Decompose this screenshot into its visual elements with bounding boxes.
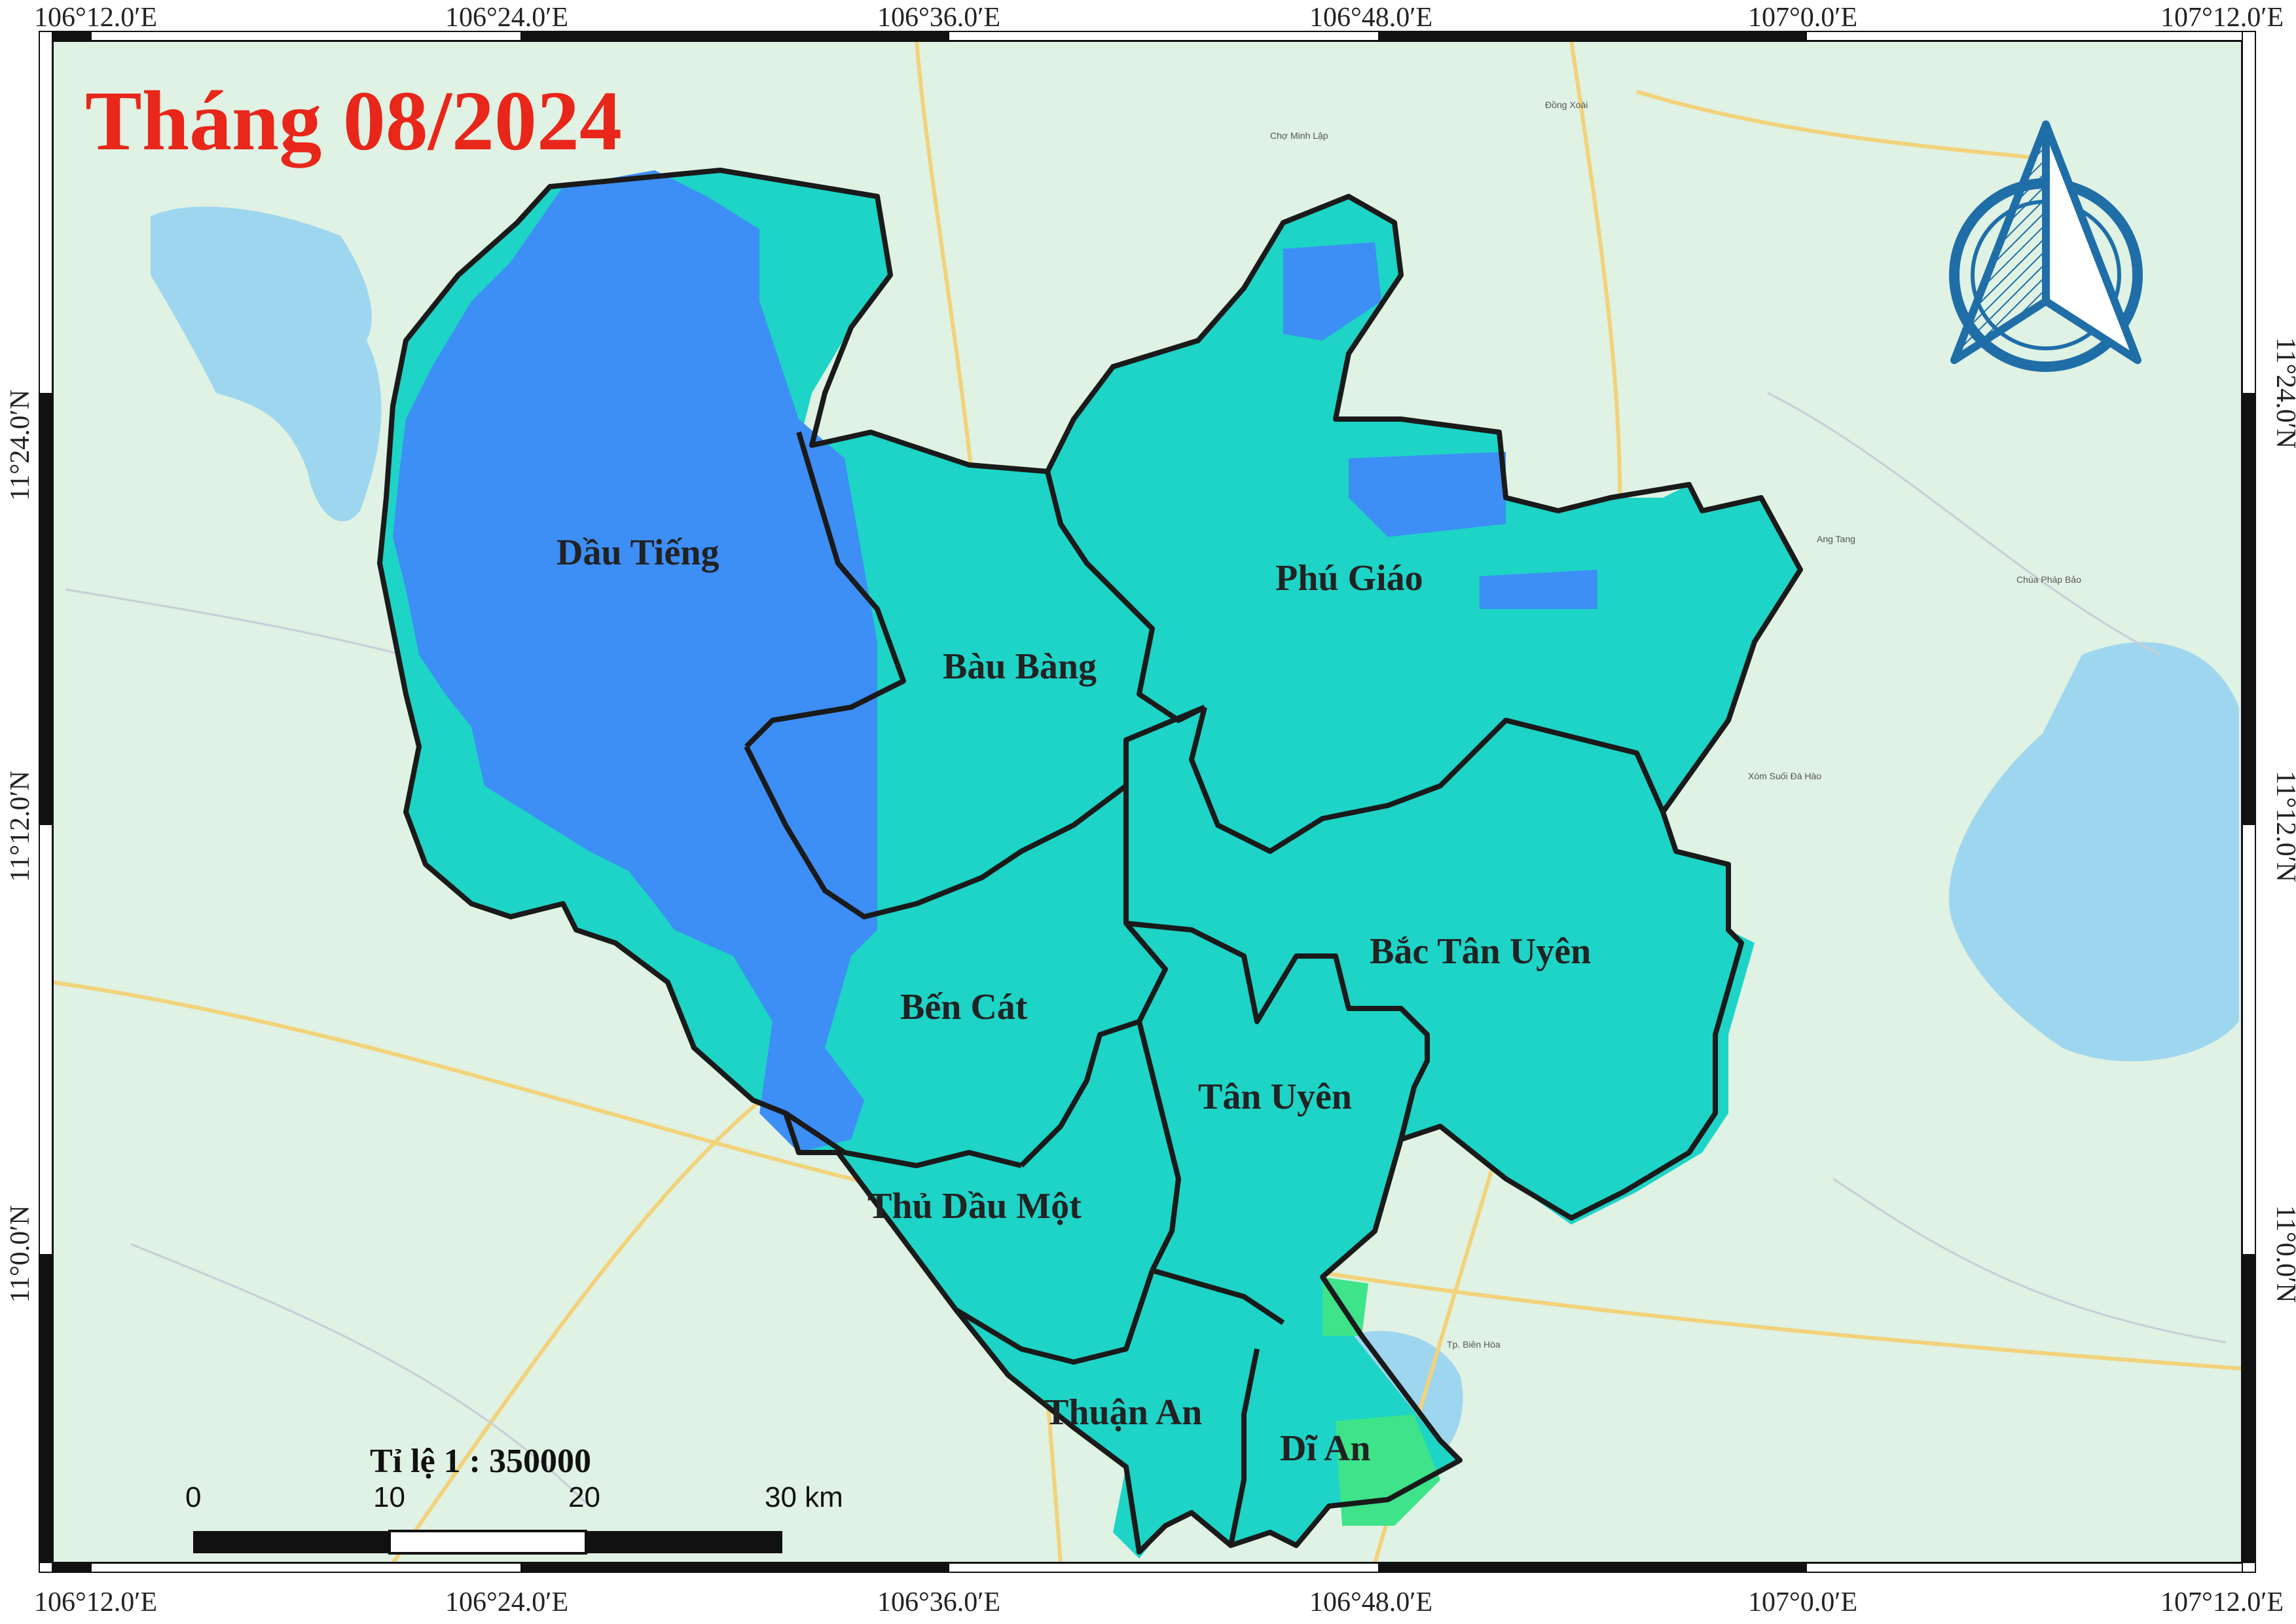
province-boundary — [377, 168, 1803, 1555]
scale-tick-label: 20 — [568, 1481, 600, 1513]
lon-label-top: 106°36.0′E — [877, 3, 1000, 33]
district-label-phu-giao: Phú Giáo — [1275, 558, 1423, 599]
scale-bar — [193, 1530, 782, 1555]
latitude-labels-right: 11°24.0′N 11°12.0′N 11°0.0′N — [2270, 337, 2296, 1303]
basemap-label-bien-hoa: Tp. Biên Hòa — [1447, 1339, 1501, 1350]
lon-label-top: 106°48.0′E — [1309, 3, 1432, 33]
basemap-labels: Đồng Xoài Tp. Biên Hòa Ang Tang Xóm Suối… — [1270, 100, 2081, 1350]
lon-label-top: 107°12.0′E — [2160, 3, 2284, 33]
basemap-label-chua-phap-bao: Chùa Pháp Bảo — [2016, 574, 2081, 585]
class-high-patch-east2 — [1480, 570, 1597, 609]
class-high-area — [393, 170, 877, 1153]
class-high-patch-east — [1349, 452, 1506, 537]
classification-layer — [380, 170, 1800, 1559]
lat-label-right: 11°12.0′N — [2270, 771, 2296, 882]
basemap-label-ang-tang: Ang Tang — [1817, 534, 1855, 544]
longitude-labels-bottom: 106°12.0′E 106°24.0′E 106°36.0′E 106°48.… — [34, 1587, 2284, 1617]
district-label-bac-tan-uyen: Bắc Tân Uyên — [1370, 931, 1591, 972]
class-low-area-2 — [1336, 1414, 1440, 1526]
basemap-label-xom-suoi: Xóm Suối Đá Hào — [1748, 771, 1821, 781]
district-label-dau-tieng: Dầu Tiếng — [556, 532, 719, 573]
lat-label-right: 11°24.0′N — [2270, 337, 2296, 449]
scale-tick-label: 30 km — [765, 1481, 843, 1513]
scale-ratio: Tỉ lệ 1 : 350000 — [370, 1443, 591, 1480]
lat-label-left: 11°24.0′N — [5, 390, 35, 501]
north-arrow-icon — [1949, 120, 2143, 372]
basemap-label-dong-xoai: Đồng Xoài — [1545, 100, 1588, 110]
lon-label-bottom: 106°12.0′E — [34, 1587, 157, 1617]
latitude-labels-left: 11°24.0′N 11°12.0′N 11°0.0′N — [5, 390, 35, 1303]
map-frame — [39, 31, 2256, 1573]
district-label-bau-bang: Bàu Bàng — [943, 646, 1097, 687]
longitude-labels-top: 106°12.0′E 106°24.0′E 106°36.0′E 106°48.… — [34, 3, 2284, 33]
district-label-di-an: Dĩ An — [1280, 1428, 1371, 1469]
district-label-thuan-an: Thuận An — [1044, 1392, 1202, 1433]
lat-label-right: 11°0.0′N — [2270, 1205, 2296, 1302]
lon-label-bottom: 106°36.0′E — [877, 1587, 1000, 1617]
scale-tick-label: 10 — [373, 1481, 405, 1513]
district-labels: Dầu Tiếng Bàu Bàng Phú Giáo Bắc Tân Uyên… — [556, 532, 1591, 1469]
district-label-tan-uyen: Tân Uyên — [1198, 1077, 1352, 1117]
class-high-patch-north — [1283, 242, 1381, 341]
lon-label-top: 106°24.0′E — [445, 3, 568, 33]
lon-label-bottom: 107°12.0′E — [2160, 1587, 2284, 1617]
map-title: Tháng 08/2024 — [85, 74, 622, 168]
lat-label-left: 11°0.0′N — [5, 1205, 35, 1302]
lon-label-top: 107°0.0′E — [1748, 3, 1857, 33]
lon-label-bottom: 107°0.0′E — [1748, 1587, 1857, 1617]
scale-tick-label: 0 — [185, 1481, 202, 1513]
district-label-thu-dau-mot: Thủ Dầu Một — [867, 1186, 1082, 1227]
district-label-ben-cat: Bến Cát — [900, 987, 1028, 1027]
lon-label-top: 106°12.0′E — [34, 3, 157, 33]
district-boundaries — [377, 168, 1803, 1555]
lon-label-bottom: 106°24.0′E — [445, 1587, 568, 1617]
basemap-label-cho-minh-lap: Chợ Minh Lập — [1270, 130, 1328, 141]
lat-label-left: 11°12.0′N — [5, 771, 35, 882]
lon-label-bottom: 106°48.0′E — [1309, 1587, 1432, 1617]
